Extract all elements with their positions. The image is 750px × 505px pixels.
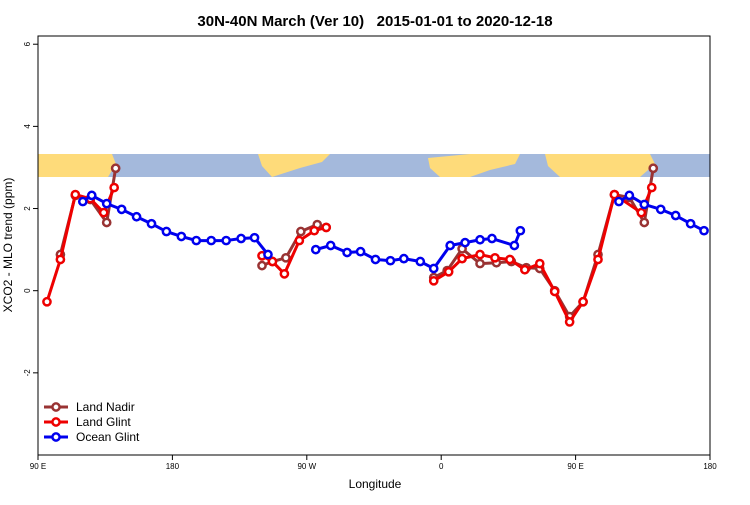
data-point: [490, 252, 500, 263]
plot-frame: [37, 35, 711, 456]
data-point: [98, 207, 109, 218]
data-point: [325, 240, 336, 251]
data-point: [295, 226, 306, 237]
data-point: [370, 254, 381, 265]
data-point: [564, 317, 575, 327]
data-point: [385, 255, 396, 266]
data-point: [639, 199, 650, 210]
data-point: [648, 163, 659, 174]
data-point: [70, 189, 81, 200]
data-point: [77, 196, 88, 207]
data-point: [457, 253, 467, 264]
data-point: [428, 275, 439, 286]
data-point: [206, 235, 217, 246]
data-point: [294, 235, 305, 246]
data-point: [699, 225, 709, 236]
data-point: [101, 198, 112, 209]
data-point: [342, 247, 352, 258]
data-point: [55, 254, 66, 265]
data-point: [257, 260, 267, 271]
data-point: [101, 217, 112, 228]
data-point: [263, 249, 273, 260]
data-point: [161, 226, 172, 237]
data-point: [249, 232, 260, 243]
data-point: [191, 235, 202, 246]
data-point: [116, 204, 127, 215]
data-point: [443, 266, 454, 277]
data-point: [355, 246, 366, 257]
data-point: [445, 240, 456, 251]
y-tick-label: 6: [23, 41, 32, 46]
data-point: [685, 218, 696, 229]
data-point: [428, 263, 439, 274]
x-tick-label: 180: [703, 462, 717, 471]
data-point: [475, 258, 485, 269]
legend-marker: [51, 432, 61, 442]
data-point: [176, 231, 187, 242]
x-axis-label: Longitude: [349, 477, 402, 491]
data-point: [86, 190, 97, 201]
data-point: [146, 218, 157, 229]
data-point: [515, 225, 526, 236]
chart-title: 30N-40N March (Ver 10) 2015-01-01 to 202…: [197, 13, 552, 30]
data-point: [131, 211, 142, 222]
y-tick-label: 2: [23, 206, 32, 211]
x-tick-label: 90 W: [297, 462, 316, 471]
data-point: [578, 296, 588, 307]
data-point: [549, 286, 560, 297]
data-point: [505, 254, 515, 265]
data-point: [281, 252, 291, 263]
y-tick-label: -2: [23, 369, 32, 377]
data-point: [475, 249, 485, 260]
data-point: [309, 225, 320, 236]
data-point: [624, 190, 635, 201]
series-line: [58, 168, 655, 319]
data-point: [321, 222, 332, 233]
data-point: [109, 182, 120, 193]
data-point: [42, 296, 52, 307]
data-point: [646, 182, 657, 193]
x-tick-label: 0: [439, 462, 444, 471]
data-point: [614, 196, 624, 207]
data-point: [509, 240, 520, 251]
y-tick-label: 0: [23, 288, 32, 293]
data-point: [279, 268, 290, 279]
data-point: [519, 264, 530, 275]
data-point: [593, 254, 603, 265]
data-point: [236, 233, 246, 244]
legend-label: Land Glint: [76, 415, 131, 429]
data-point: [609, 189, 620, 200]
x-tick-label: 180: [166, 462, 180, 471]
data-point: [415, 256, 426, 267]
data-point: [267, 256, 278, 267]
legend-marker: [51, 402, 61, 412]
map-band: [38, 154, 710, 177]
y-axis-label: XCO2 - MLO trend (ppm): [1, 178, 15, 313]
data-point: [110, 163, 121, 174]
data-point: [310, 244, 321, 255]
data-point: [655, 204, 666, 215]
legend-label: Ocean Glint: [76, 430, 140, 444]
data-point: [534, 258, 545, 269]
data-point: [460, 237, 470, 248]
data-point: [475, 234, 485, 245]
data-point: [487, 233, 497, 244]
legend-marker: [51, 417, 61, 427]
x-tick-label: 90 E: [567, 462, 583, 471]
data-point: [639, 217, 650, 228]
data-point: [670, 210, 681, 221]
y-tick-label: 4: [23, 124, 32, 129]
data-point: [399, 253, 409, 264]
data-point: [636, 207, 647, 218]
data-point: [221, 235, 232, 246]
legend-label: Land Nadir: [76, 400, 135, 414]
x-tick-label: 90 E: [30, 462, 46, 471]
